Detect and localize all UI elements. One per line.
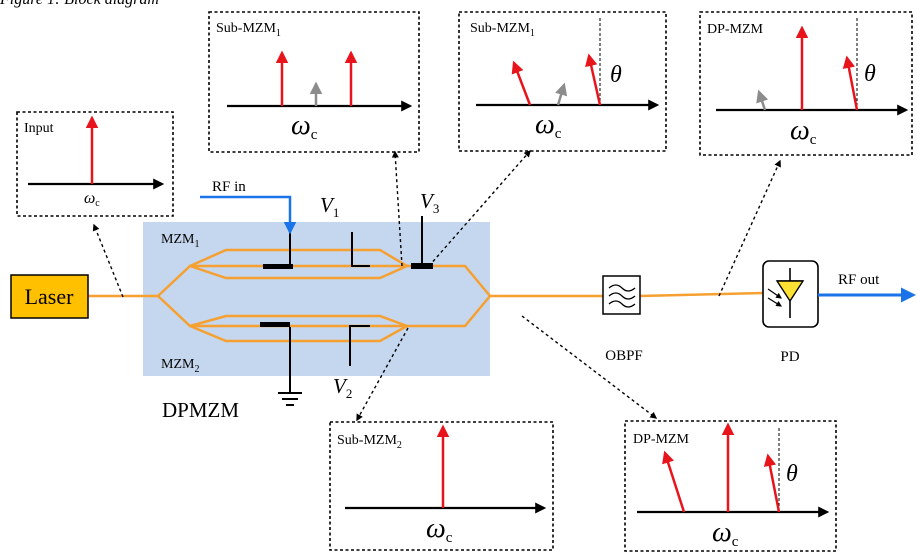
- mzm2-label: MZM2: [161, 357, 199, 375]
- sideband-right: [842, 55, 859, 111]
- rf-out-label: RF out: [838, 272, 880, 288]
- spectrum-input-title: Input: [24, 121, 54, 136]
- spectrum-title: Sub-MZM2: [337, 433, 402, 451]
- v1-bias-electrode: [351, 232, 370, 267]
- laser-box: [10, 274, 89, 319]
- spectrum-title: DP-MZM: [633, 432, 690, 447]
- carrier-residual: [555, 82, 568, 106]
- spectrum-title: DP-MZM: [707, 22, 764, 37]
- spectrum-title: Sub-MZM1: [470, 21, 535, 39]
- link-sub-mzm1-b: [428, 149, 531, 267]
- obpf-label: OBPF: [605, 348, 643, 364]
- figure-caption: Figure 1: Block diagram: [0, 0, 159, 8]
- carrier-label: ωc: [291, 110, 318, 143]
- carrier-label: ωc: [535, 109, 562, 142]
- link-sub-mzm1-a: [391, 150, 403, 267]
- link-dp-mzm-top: [718, 159, 781, 297]
- rf-in-label: RF in: [212, 179, 246, 195]
- obpf-filter: [602, 275, 641, 315]
- v3-label: V3: [420, 189, 439, 216]
- v2-label: V2: [333, 374, 352, 401]
- dpmzm-block: [143, 222, 490, 376]
- link-input: [92, 223, 124, 298]
- spectrum-input: Input ωc: [16, 111, 174, 217]
- v3-bias-electrode: [411, 216, 433, 269]
- angle-label: θ: [786, 461, 798, 487]
- carrier-residual: [756, 89, 769, 111]
- photodetector: [762, 260, 819, 328]
- dpmzm-label: DPMZM: [162, 398, 239, 422]
- rf-in-line: [200, 195, 297, 235]
- mzm1-label: MZM1: [161, 232, 199, 250]
- sideband-right: [763, 453, 781, 513]
- sideband-right: [585, 53, 602, 106]
- link-dp-mzm-bottom: [521, 315, 658, 419]
- mzm1-rf-electrode: [263, 232, 293, 269]
- ground-icon: [278, 392, 302, 406]
- angle-label: θ: [864, 61, 876, 87]
- carrier-label: ωc: [84, 190, 100, 209]
- filter-wave-icon: [608, 284, 636, 308]
- mzm2-rf-electrode: [260, 322, 291, 392]
- spectrum-dp-mzm-top: DP-MZM θ ωc: [699, 11, 913, 156]
- carrier-label: ωc: [712, 517, 739, 550]
- pd-label: PD: [780, 349, 799, 365]
- photodiode-icon: [775, 280, 805, 303]
- carrier-label: ωc: [426, 513, 453, 546]
- laser-label: Laser: [25, 284, 75, 309]
- spectrum-sub-mzm1-a: Sub-MZM1 ωc: [208, 11, 420, 153]
- spectrum-sub-mzm1-b: Sub-MZM1 θ ωc: [458, 11, 667, 152]
- spectrum-title: Sub-MZM1: [216, 21, 281, 39]
- spectrum-sub-mzm2: Sub-MZM2 ωc: [329, 421, 554, 551]
- sideband-left: [662, 450, 686, 513]
- v2-bias-electrode: [349, 325, 370, 366]
- v1-label: V1: [320, 193, 339, 220]
- sideband-left: [511, 60, 532, 106]
- angle-label: θ: [610, 62, 622, 88]
- optical-fiber: [88, 248, 764, 343]
- spectrum-dp-mzm-bottom: DP-MZM θ ωc: [624, 420, 837, 552]
- carrier-label: ωc: [790, 115, 817, 148]
